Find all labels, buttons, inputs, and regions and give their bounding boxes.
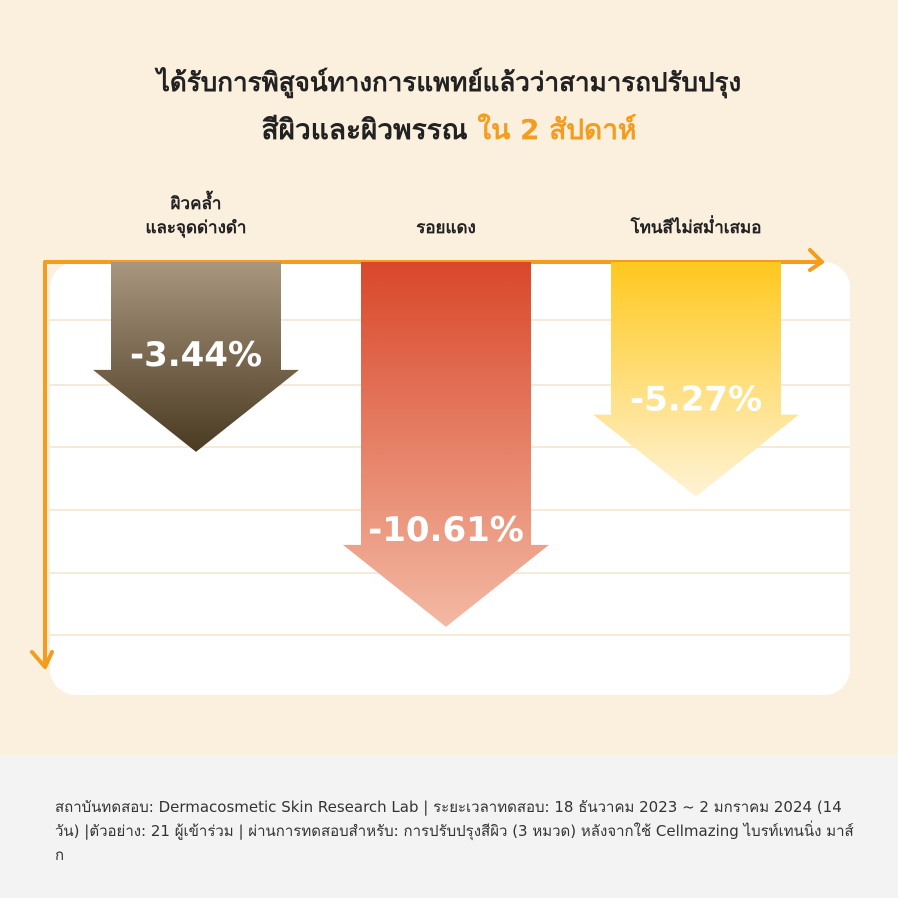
arrow-bar bbox=[343, 262, 549, 627]
category-label: ผิวคล้ำ และจุดด่างดำ bbox=[145, 194, 247, 238]
value-label: -3.44% bbox=[130, 335, 262, 375]
category-label: โทนสีไม่สม่ำเสมอ bbox=[630, 218, 762, 238]
chart: -3.44% -10.61% -5.27% bbox=[30, 248, 850, 695]
subtitle-row: สีผิวและผิวพรรณ ใน 2 สัปดาห์ bbox=[0, 108, 898, 152]
subtitle: สีผิวและผิวพรรณ bbox=[261, 113, 468, 146]
note: สถาบันทดสอบ: Dermacosmetic Skin Research… bbox=[55, 798, 854, 864]
value-label: -5.27% bbox=[630, 380, 762, 420]
title: ได้รับการพิสูจน์ทางการแพทย์แล้วว่าสามารถ… bbox=[156, 68, 742, 98]
category-label: รอยแดง bbox=[416, 218, 476, 238]
arrow-bar bbox=[93, 262, 299, 452]
frame-arrow bbox=[30, 248, 824, 669]
highlight: ใน 2 สัปดาห์ bbox=[477, 113, 637, 146]
footer bbox=[0, 755, 898, 898]
value-label: -10.61% bbox=[368, 510, 524, 550]
arrow-bar bbox=[593, 262, 799, 497]
